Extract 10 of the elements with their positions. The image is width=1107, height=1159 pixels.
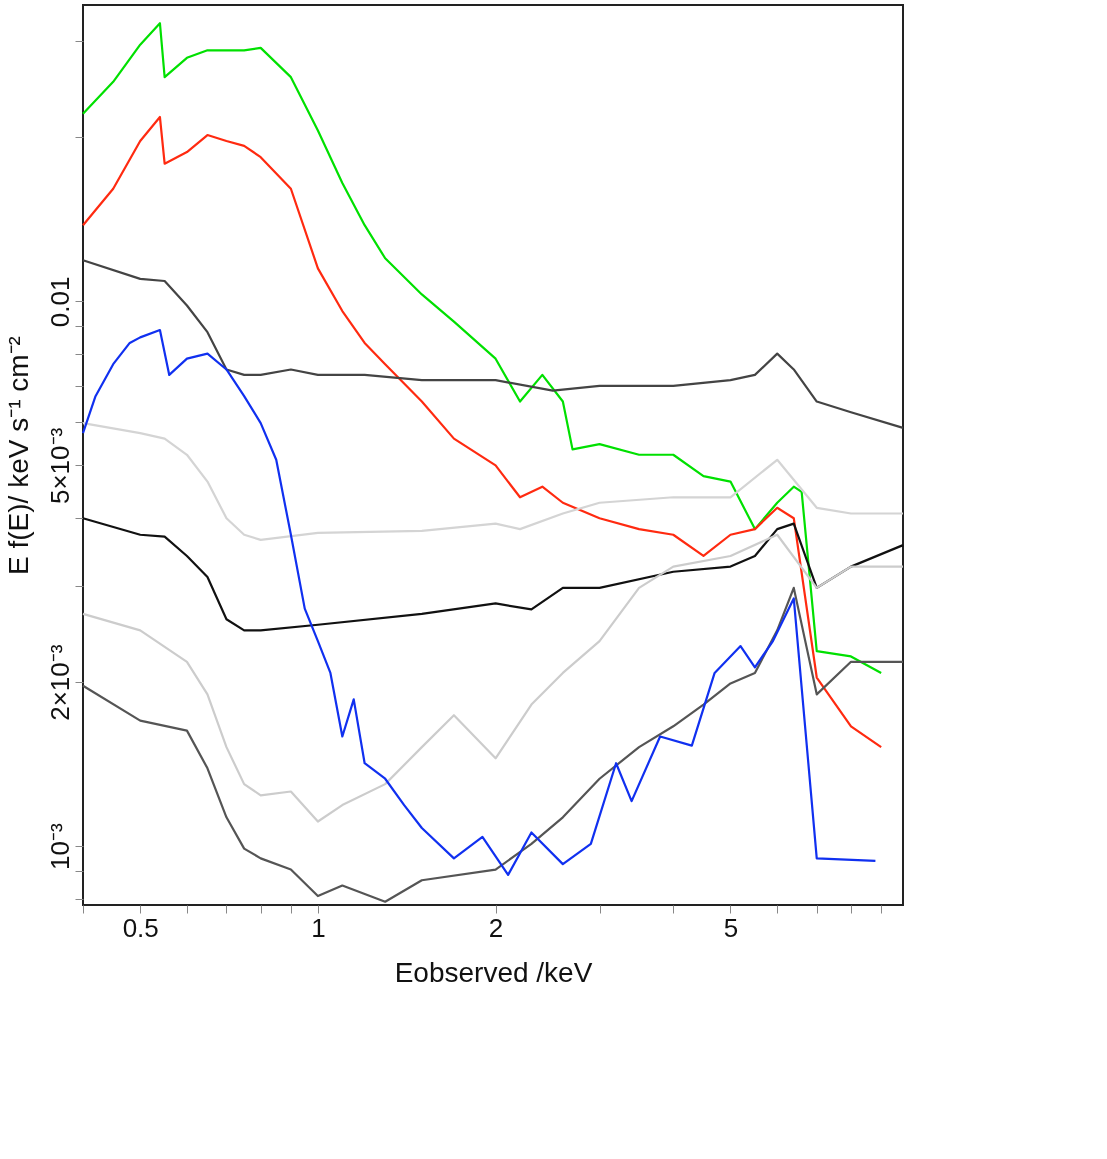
x-axis-title: Eobserved /keV — [394, 956, 593, 988]
x-tick-label: 1 — [311, 912, 326, 943]
x-tick-label: 0.5 — [122, 912, 159, 943]
y-tick-label: 0.01 — [44, 276, 75, 328]
y-tick-label: 5×10⁻³ — [44, 427, 75, 505]
y-tick-label: 2×10⁻³ — [44, 644, 75, 721]
y-tick-label: 10⁻³ — [44, 823, 75, 870]
x-tick-label: 5 — [723, 912, 739, 943]
y-axis-title: E f(E)/ keV s⁻¹ cm⁻² — [2, 336, 34, 575]
x-tick-label: 2 — [488, 912, 504, 943]
